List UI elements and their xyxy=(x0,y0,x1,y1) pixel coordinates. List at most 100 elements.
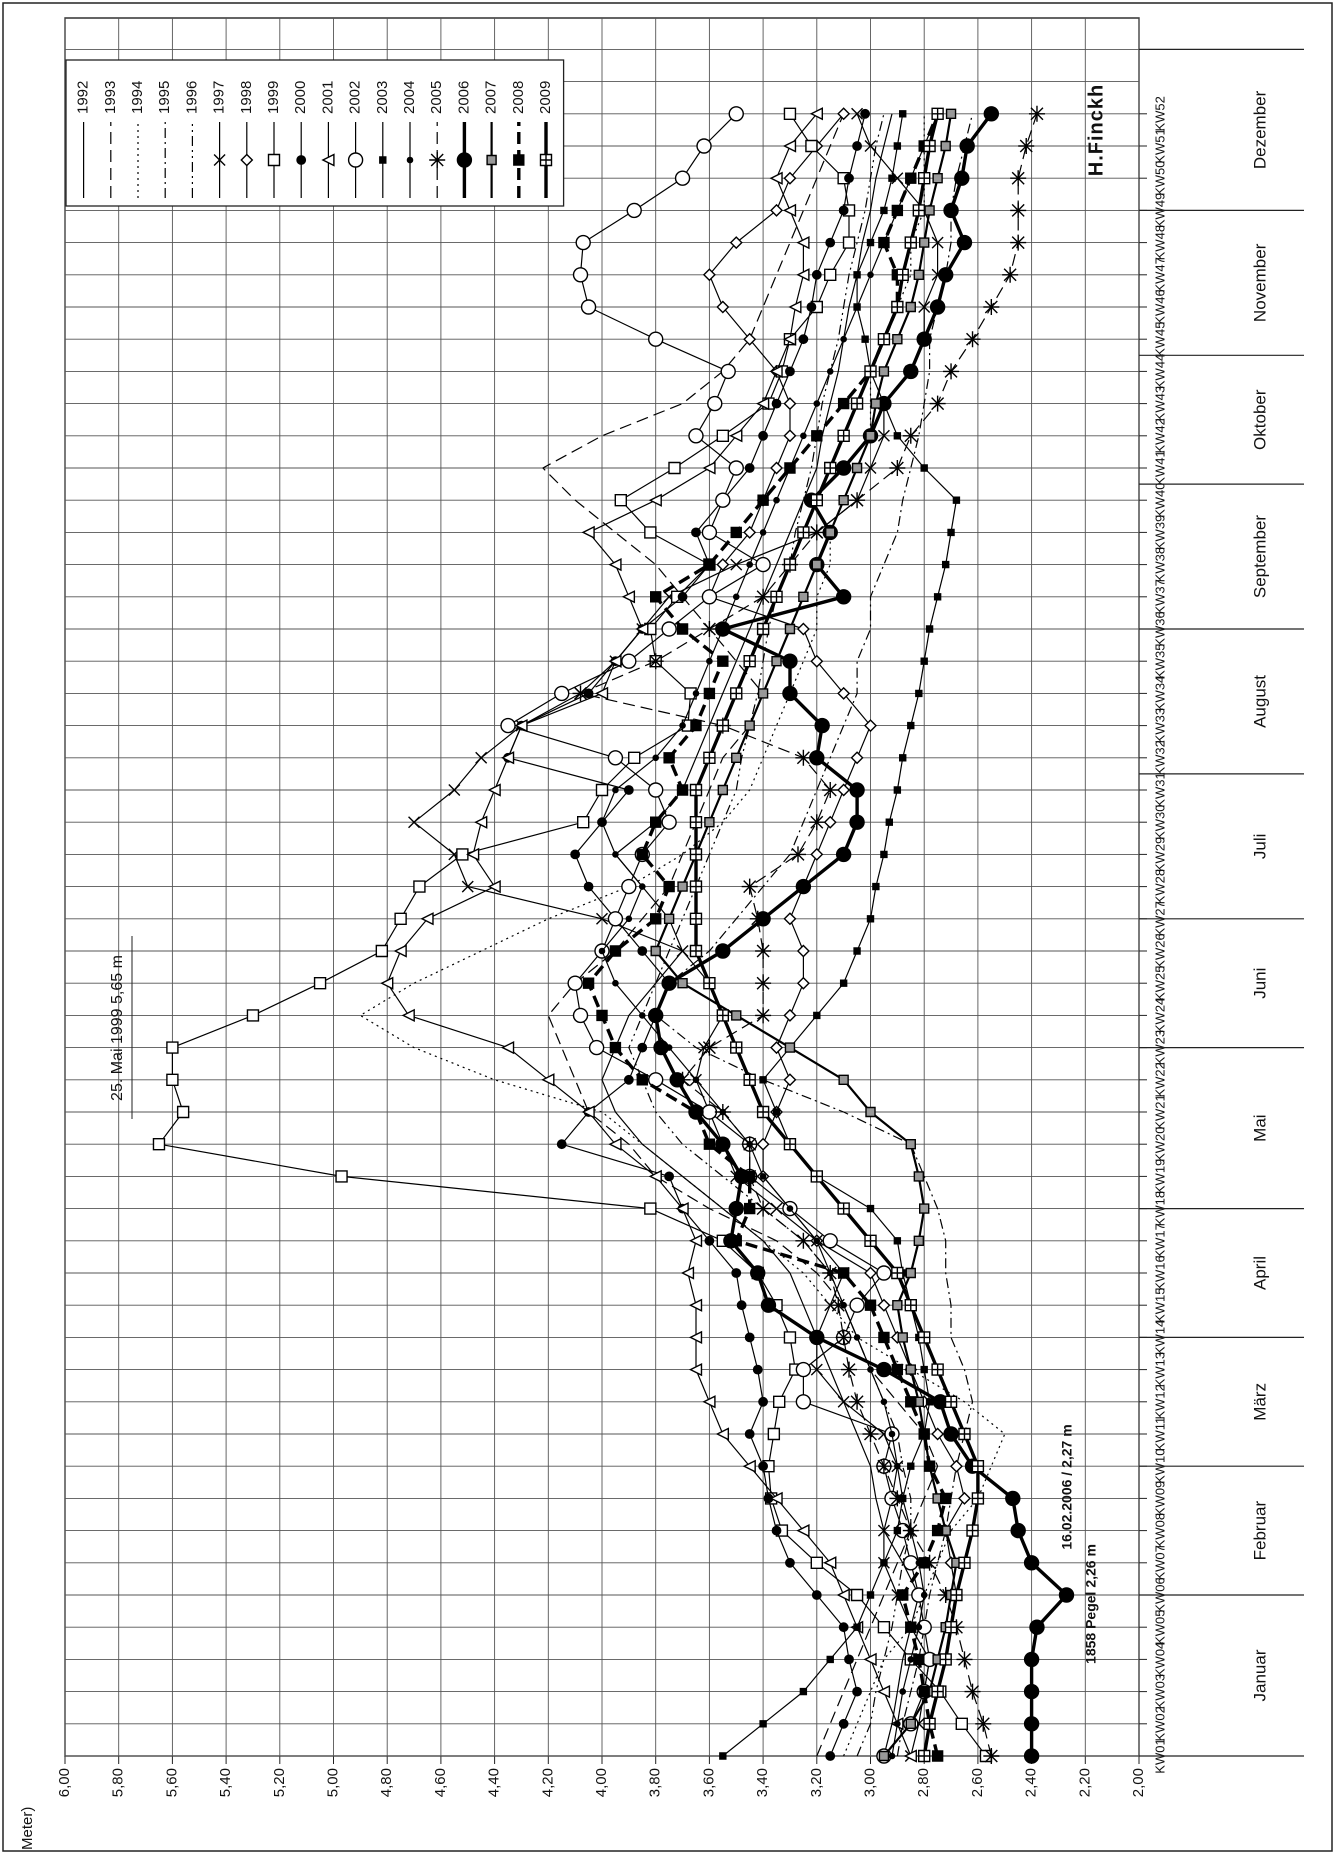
marker xyxy=(918,1557,930,1569)
marker xyxy=(313,977,327,990)
marker xyxy=(1029,1619,1045,1635)
marker xyxy=(773,1395,786,1408)
marker xyxy=(810,494,823,507)
marker xyxy=(912,204,926,217)
marker xyxy=(570,849,581,860)
marker xyxy=(608,1137,622,1151)
marker xyxy=(790,846,807,863)
marker xyxy=(607,750,624,766)
marker xyxy=(729,429,743,443)
marker xyxy=(580,299,597,315)
legend-label: 2000 xyxy=(292,81,309,114)
marker xyxy=(684,687,697,700)
marker xyxy=(612,786,619,794)
marker xyxy=(811,430,823,442)
marker xyxy=(755,1007,772,1024)
marker xyxy=(851,462,863,474)
marker xyxy=(690,719,702,732)
x-tick-label: KW19 xyxy=(1152,1159,1167,1194)
marker xyxy=(788,300,802,314)
marker xyxy=(903,363,919,380)
marker xyxy=(877,1298,891,1312)
marker xyxy=(771,656,782,667)
series-line xyxy=(579,113,1038,1757)
marker xyxy=(837,397,850,410)
x-tick-label: KW41 xyxy=(1152,450,1167,485)
y-tick-label: 3,00 xyxy=(861,1768,878,1797)
marker xyxy=(870,398,882,409)
marker xyxy=(759,529,767,536)
marker xyxy=(783,1138,797,1151)
marker xyxy=(861,335,869,343)
marker xyxy=(918,1331,931,1344)
marker xyxy=(715,1136,731,1152)
marker xyxy=(955,1717,968,1730)
marker xyxy=(950,1588,963,1602)
x-tick-label: KW50 xyxy=(1152,160,1167,195)
marker xyxy=(1010,234,1027,251)
marker xyxy=(296,155,307,165)
x-tick-label: KW29 xyxy=(1152,837,1167,872)
marker xyxy=(905,1139,916,1150)
marker xyxy=(770,590,783,603)
marker xyxy=(661,814,677,830)
x-tick-label: KW35 xyxy=(1152,643,1167,678)
marker xyxy=(500,717,516,734)
marker xyxy=(1010,1522,1026,1539)
marker xyxy=(638,883,646,890)
marker xyxy=(837,1395,850,1408)
marker xyxy=(664,1171,675,1182)
marker xyxy=(719,1752,727,1760)
marker xyxy=(853,271,861,279)
marker xyxy=(939,1492,952,1505)
marker xyxy=(841,1361,858,1378)
marker xyxy=(844,1654,854,1665)
marker xyxy=(835,460,852,476)
marker xyxy=(703,977,716,990)
marker xyxy=(905,1396,917,1408)
marker xyxy=(669,1072,685,1088)
marker xyxy=(769,364,783,379)
marker xyxy=(650,945,661,957)
marker xyxy=(822,1265,839,1281)
marker xyxy=(730,1041,743,1054)
marker xyxy=(728,460,744,476)
marker xyxy=(246,1009,260,1022)
legend-label: 2009 xyxy=(537,81,554,114)
marker xyxy=(784,1042,796,1053)
marker xyxy=(945,108,957,119)
marker xyxy=(676,623,689,635)
marker xyxy=(689,880,703,893)
marker xyxy=(755,1200,772,1217)
x-tick-label: KW05 xyxy=(1152,1609,1167,1644)
marker xyxy=(401,1008,415,1023)
marker xyxy=(929,395,946,412)
series-line xyxy=(601,113,939,1757)
marker xyxy=(954,170,970,186)
marker xyxy=(688,1362,703,1377)
marker xyxy=(487,783,501,797)
legend-label: 2005 xyxy=(428,81,445,114)
marker xyxy=(783,397,797,411)
marker xyxy=(867,1366,874,1373)
marker xyxy=(837,686,851,700)
marker xyxy=(628,751,641,764)
marker xyxy=(876,1361,892,1378)
marker xyxy=(731,752,742,763)
marker xyxy=(755,911,771,927)
marker xyxy=(838,1622,849,1633)
marker xyxy=(1005,1490,1021,1507)
marker xyxy=(783,912,797,926)
marker xyxy=(716,300,730,314)
marker xyxy=(716,719,730,732)
marker xyxy=(849,814,865,830)
marker xyxy=(717,784,729,796)
marker xyxy=(743,1170,756,1183)
marker xyxy=(810,847,824,861)
marker xyxy=(889,1490,906,1507)
marker xyxy=(877,333,891,346)
marker xyxy=(1010,202,1027,219)
marker xyxy=(572,685,589,702)
marker xyxy=(648,1007,664,1024)
marker xyxy=(925,625,934,633)
